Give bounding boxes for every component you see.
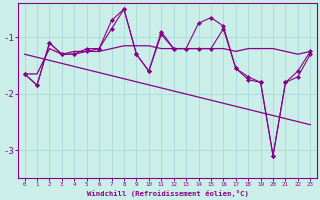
X-axis label: Windchill (Refroidissement éolien,°C): Windchill (Refroidissement éolien,°C) — [86, 190, 248, 197]
